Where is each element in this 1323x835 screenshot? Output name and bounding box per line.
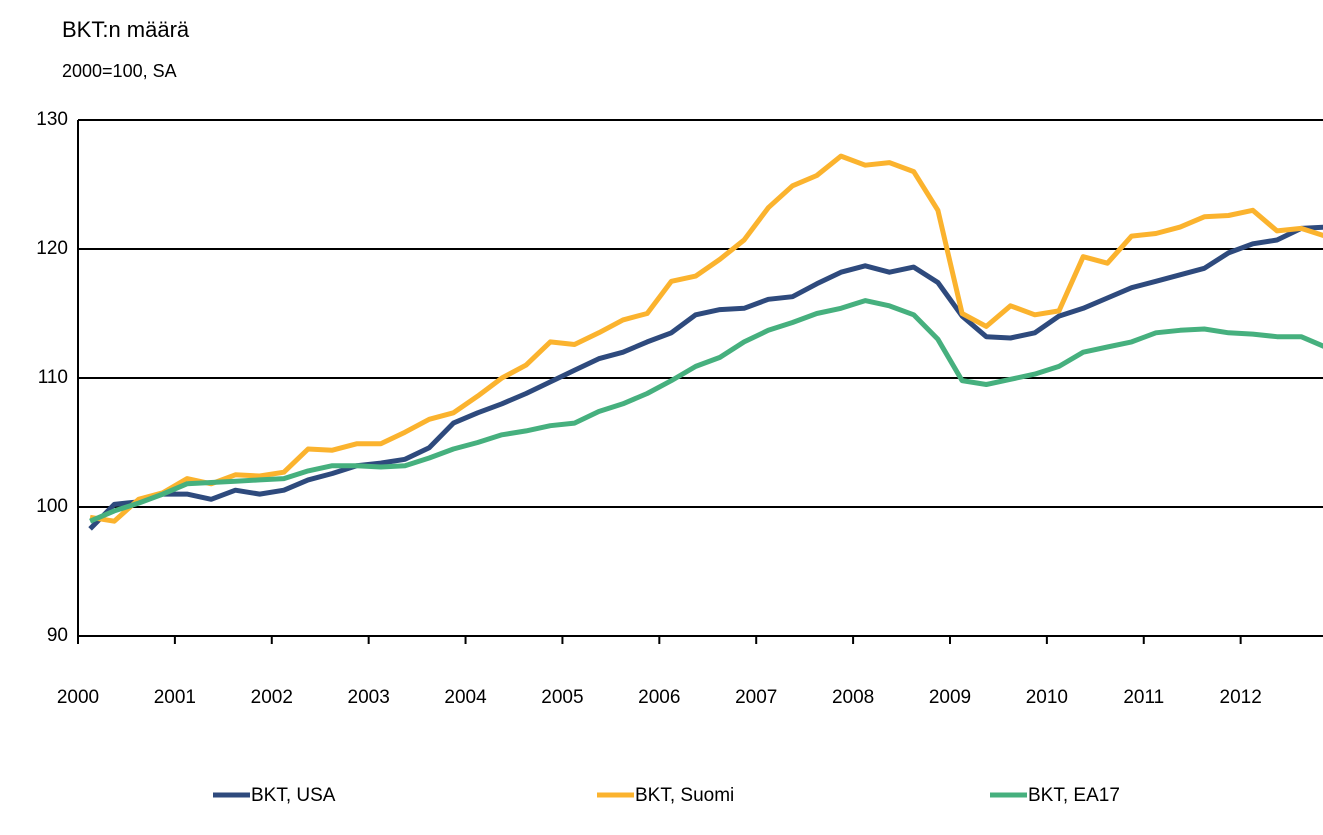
legend-label: BKT, EA17	[1028, 785, 1120, 806]
x-tick-label: 2009	[929, 687, 971, 708]
y-tick-label: 120	[36, 238, 68, 259]
x-tick-label: 2008	[832, 687, 874, 708]
x-tick-label: 2004	[444, 687, 487, 708]
x-tick-label: 2007	[735, 687, 777, 708]
series-line	[89, 298, 1323, 524]
y-tick-label: 130	[36, 109, 68, 130]
y-tick-label: 110	[38, 367, 68, 388]
series-line	[89, 153, 1323, 524]
x-tick-label: 2000	[57, 687, 99, 708]
x-tick-label: 2010	[1026, 687, 1068, 708]
legend-label: BKT, USA	[251, 785, 336, 806]
x-tick-label: 2003	[348, 687, 390, 708]
x-tick-label: 2002	[251, 687, 293, 708]
legend-label: BKT, Suomi	[635, 785, 734, 806]
x-tick-label: 2012	[1220, 687, 1262, 708]
x-tick-label: 2001	[154, 687, 196, 708]
y-tick-label: 100	[36, 496, 68, 517]
x-tick-label: 2006	[638, 687, 680, 708]
y-tick-label: 90	[47, 625, 68, 646]
chart-title: BKT:n määrä	[62, 17, 190, 42]
chart-subtitle: 2000=100, SA	[62, 61, 177, 81]
x-tick-label: 2005	[541, 687, 583, 708]
series-line	[88, 224, 1323, 531]
x-tick-label: 2011	[1123, 687, 1164, 708]
